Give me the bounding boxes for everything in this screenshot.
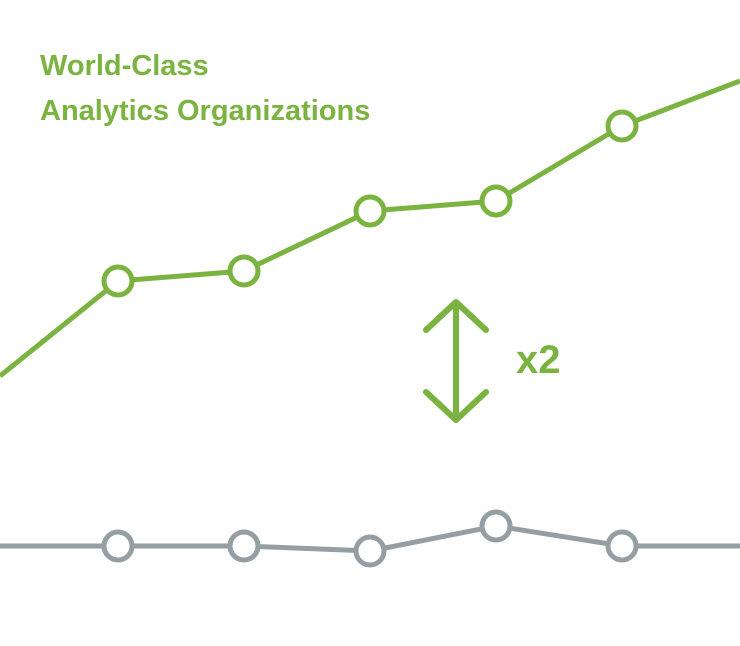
title-line-2: Analytics Organizations xyxy=(40,95,371,127)
data-point xyxy=(101,264,135,298)
data-point xyxy=(605,529,639,563)
title-line-1: World-Class xyxy=(40,50,209,82)
series-other xyxy=(0,509,740,568)
data-point xyxy=(479,509,513,543)
double-arrow-vertical-icon xyxy=(423,299,489,423)
data-point xyxy=(479,184,513,218)
data-point xyxy=(227,254,261,288)
multiplier-annotation: x2 xyxy=(516,338,561,382)
data-point xyxy=(353,534,387,568)
data-point xyxy=(353,194,387,228)
data-point xyxy=(605,109,639,143)
data-point xyxy=(227,529,261,563)
chart-title: World-Class Analytics Organizations xyxy=(40,44,370,134)
series-world_class xyxy=(0,78,740,378)
data-point xyxy=(101,529,135,563)
